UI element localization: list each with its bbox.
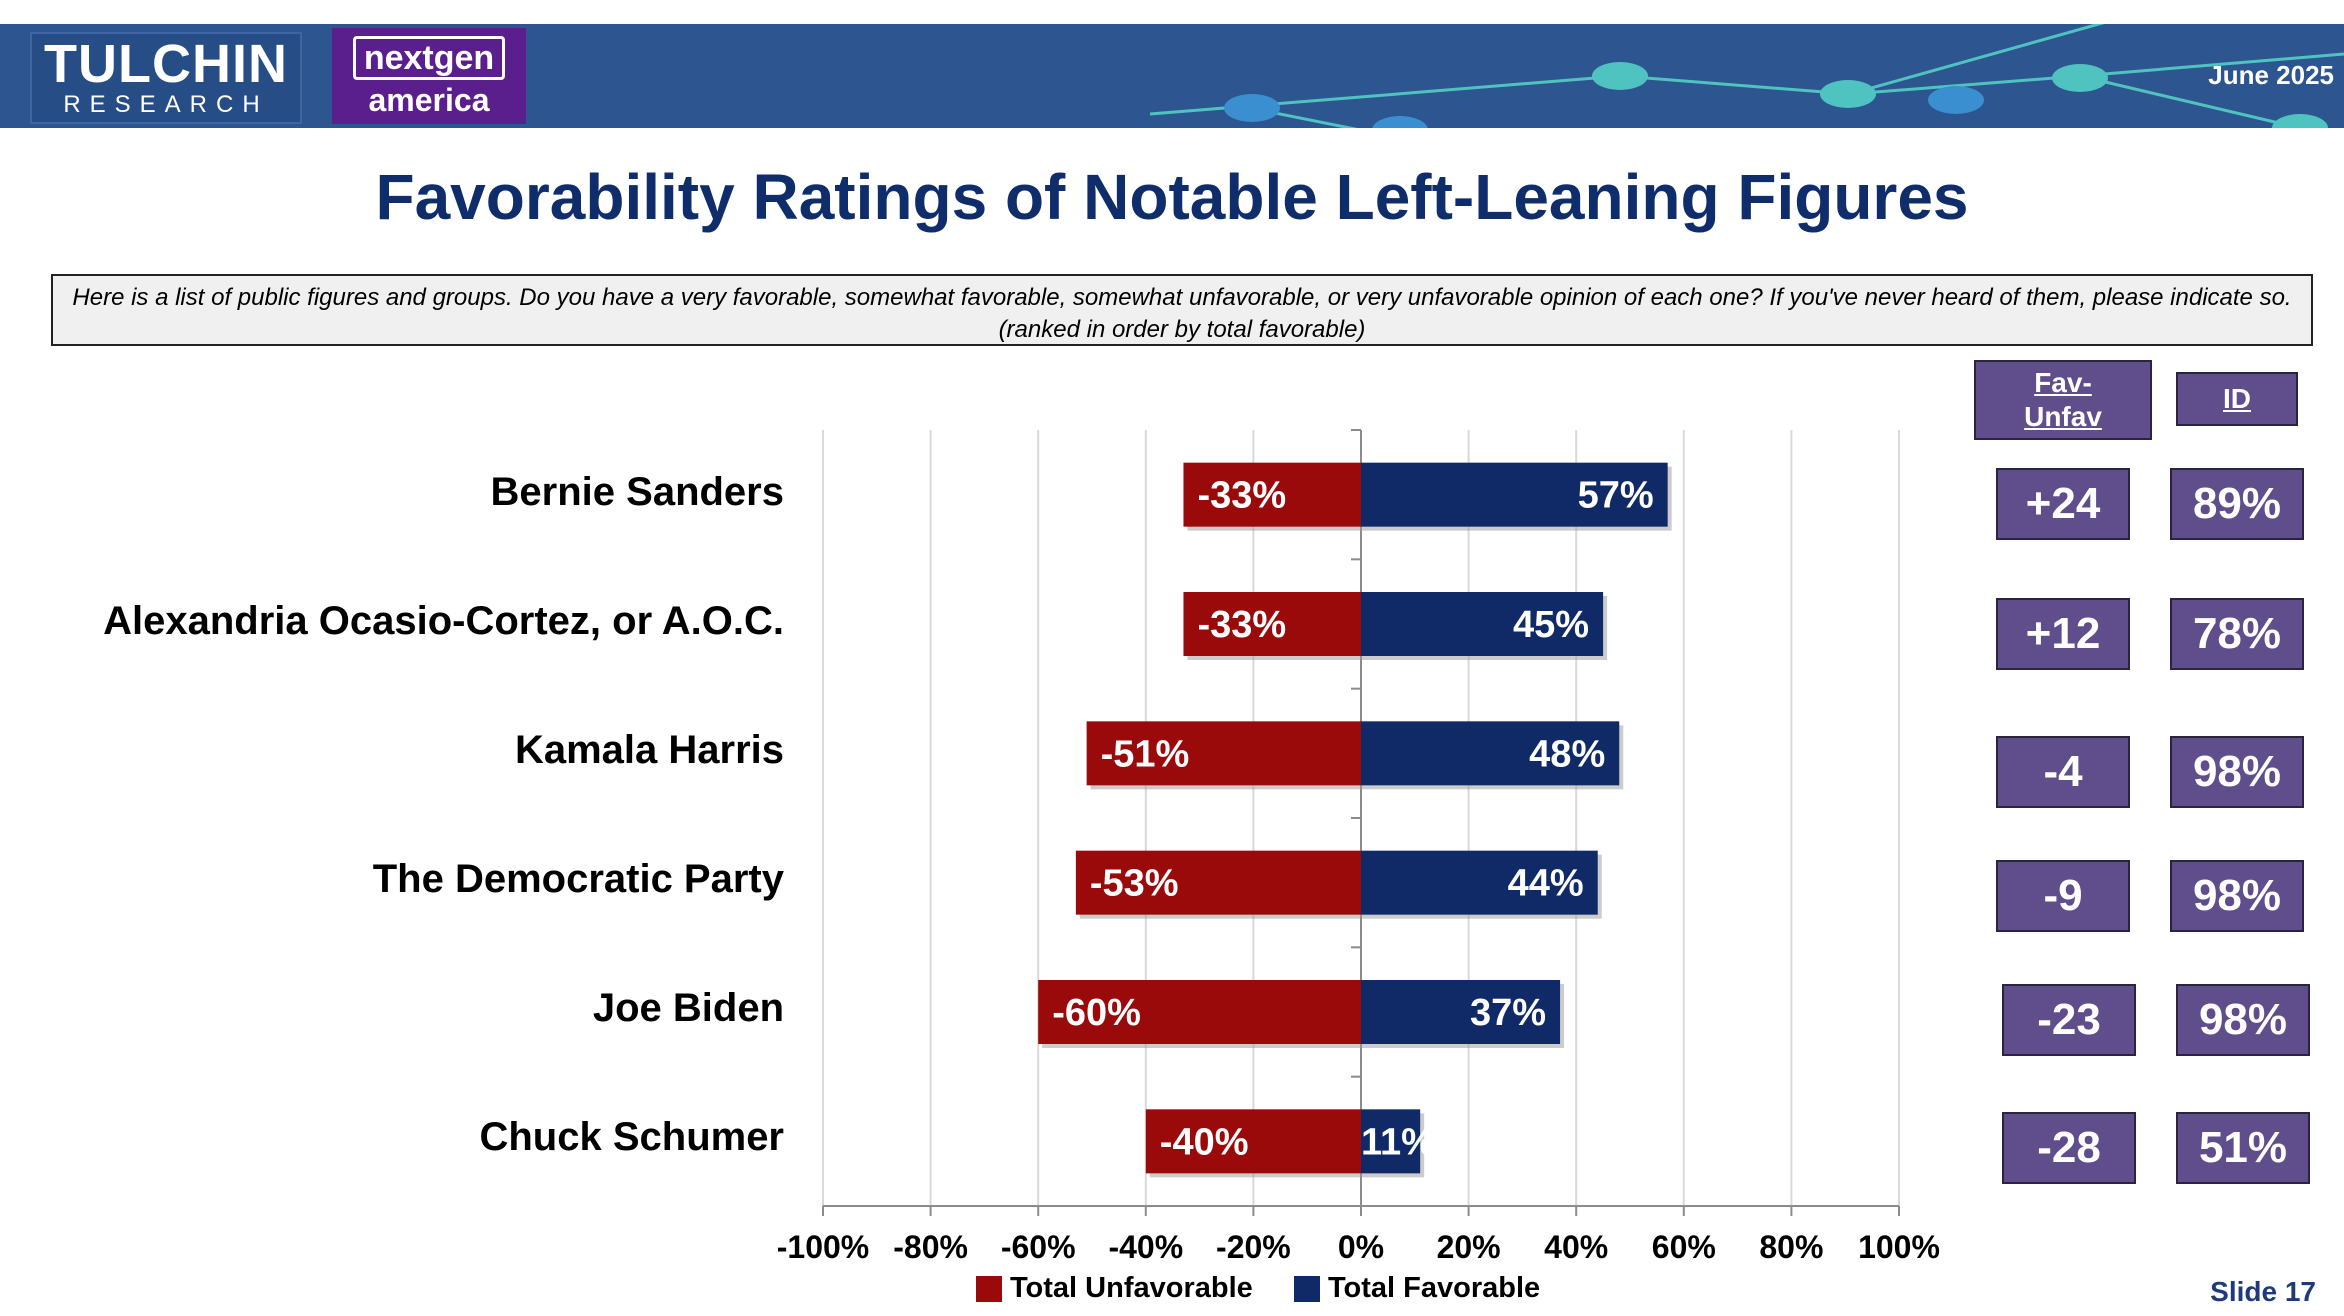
id-header: ID bbox=[2176, 372, 2298, 426]
tulchin-logo-main: TULCHIN bbox=[44, 34, 288, 94]
row-label: Kamala Harris bbox=[514, 728, 784, 772]
data-label-unfavorable: -60% bbox=[1052, 992, 1141, 1034]
x-tick-label: -80% bbox=[893, 1229, 968, 1265]
id-value: 51% bbox=[2176, 1112, 2310, 1184]
legend-favorable: Total Favorable bbox=[1294, 1272, 1540, 1305]
id-value: 98% bbox=[2176, 984, 2310, 1056]
x-tick-label: 40% bbox=[1544, 1229, 1608, 1265]
x-tick-label: -60% bbox=[1001, 1229, 1076, 1265]
fav-unfav-header: Fav- Unfav bbox=[1974, 360, 2152, 440]
net-value: -9 bbox=[1996, 860, 2130, 932]
bar-favorable bbox=[1361, 721, 1620, 786]
row-label: Joe Biden bbox=[592, 986, 784, 1030]
bar-favorable bbox=[1361, 1109, 1421, 1174]
net-value: -23 bbox=[2002, 984, 2136, 1056]
x-tick-label: 100% bbox=[1858, 1229, 1940, 1265]
slide-number: Slide 17 bbox=[2210, 1276, 2316, 1307]
nextgen-logo-bottom: america bbox=[368, 82, 490, 118]
header-banner: TULCHIN RESEARCH nextgen america June 20… bbox=[0, 24, 2344, 128]
bar-unfavorable bbox=[1086, 721, 1361, 786]
question-text: Here is a list of public figures and gro… bbox=[51, 274, 2313, 346]
data-label-favorable: 44% bbox=[1508, 863, 1584, 905]
bar-favorable bbox=[1361, 850, 1598, 915]
legend-swatch-unfavorable bbox=[976, 1275, 1002, 1302]
data-label-unfavorable: -33% bbox=[1197, 604, 1286, 646]
data-label-unfavorable: -40% bbox=[1160, 1121, 1249, 1163]
x-tick-label: 0% bbox=[1338, 1229, 1384, 1265]
legend-swatch-favorable bbox=[1294, 1275, 1320, 1302]
bar-unfavorable bbox=[1038, 980, 1361, 1044]
x-tick-label: 60% bbox=[1652, 1229, 1716, 1265]
id-value: 98% bbox=[2170, 736, 2304, 808]
id-value: 78% bbox=[2170, 598, 2304, 670]
x-tick-label: 20% bbox=[1437, 1229, 1501, 1265]
nextgen-logo-top: nextgen bbox=[352, 36, 506, 80]
data-label-favorable: 45% bbox=[1513, 604, 1589, 646]
bar-unfavorable bbox=[1183, 592, 1361, 656]
data-label-favorable: 11% bbox=[1361, 1121, 1435, 1163]
net-value: +24 bbox=[1996, 468, 2130, 540]
legend-label-favorable: Total Favorable bbox=[1328, 1272, 1541, 1304]
data-label-favorable: 57% bbox=[1578, 475, 1654, 517]
legend-label-unfavorable: Total Unfavorable bbox=[1010, 1272, 1253, 1304]
report-date: June 2025 bbox=[2208, 60, 2334, 90]
bar-favorable bbox=[1361, 980, 1561, 1044]
bar-unfavorable bbox=[1145, 1109, 1361, 1174]
data-label-favorable: 48% bbox=[1529, 733, 1605, 775]
net-value: -28 bbox=[2002, 1112, 2136, 1184]
tulchin-logo-sub: RESEARCH bbox=[63, 91, 269, 118]
data-label-favorable: 37% bbox=[1470, 992, 1546, 1034]
x-tick-label: 80% bbox=[1759, 1229, 1823, 1265]
data-label-unfavorable: -51% bbox=[1101, 733, 1190, 775]
net-value: -4 bbox=[1996, 736, 2130, 808]
bar-favorable bbox=[1361, 462, 1668, 527]
network-decoration bbox=[1149, 24, 2344, 128]
row-label: The Democratic Party bbox=[372, 857, 784, 901]
bar-unfavorable bbox=[1075, 850, 1361, 915]
row-label: Chuck Schumer bbox=[479, 1115, 784, 1159]
id-value: 98% bbox=[2170, 860, 2304, 932]
x-tick-label: -100% bbox=[777, 1229, 870, 1265]
data-label-unfavorable: -53% bbox=[1090, 863, 1179, 905]
legend-unfavorable: Total Unfavorable bbox=[976, 1272, 1253, 1305]
net-value: +12 bbox=[1996, 598, 2130, 670]
row-label: Bernie Sanders bbox=[490, 470, 784, 514]
x-tick-label: -20% bbox=[1216, 1229, 1291, 1265]
x-tick-label: -40% bbox=[1108, 1229, 1183, 1265]
bar-favorable bbox=[1361, 592, 1604, 656]
bar-unfavorable bbox=[1183, 462, 1361, 527]
tulchin-logo: TULCHIN RESEARCH bbox=[30, 32, 302, 124]
data-label-unfavorable: -33% bbox=[1197, 475, 1286, 517]
nextgen-logo: nextgen america bbox=[332, 28, 526, 124]
id-value: 89% bbox=[2170, 468, 2304, 540]
slide-title: Favorability Ratings of Notable Left-Lea… bbox=[375, 161, 1969, 233]
row-label: Alexandria Ocasio-Cortez, or A.O.C. bbox=[103, 599, 784, 643]
